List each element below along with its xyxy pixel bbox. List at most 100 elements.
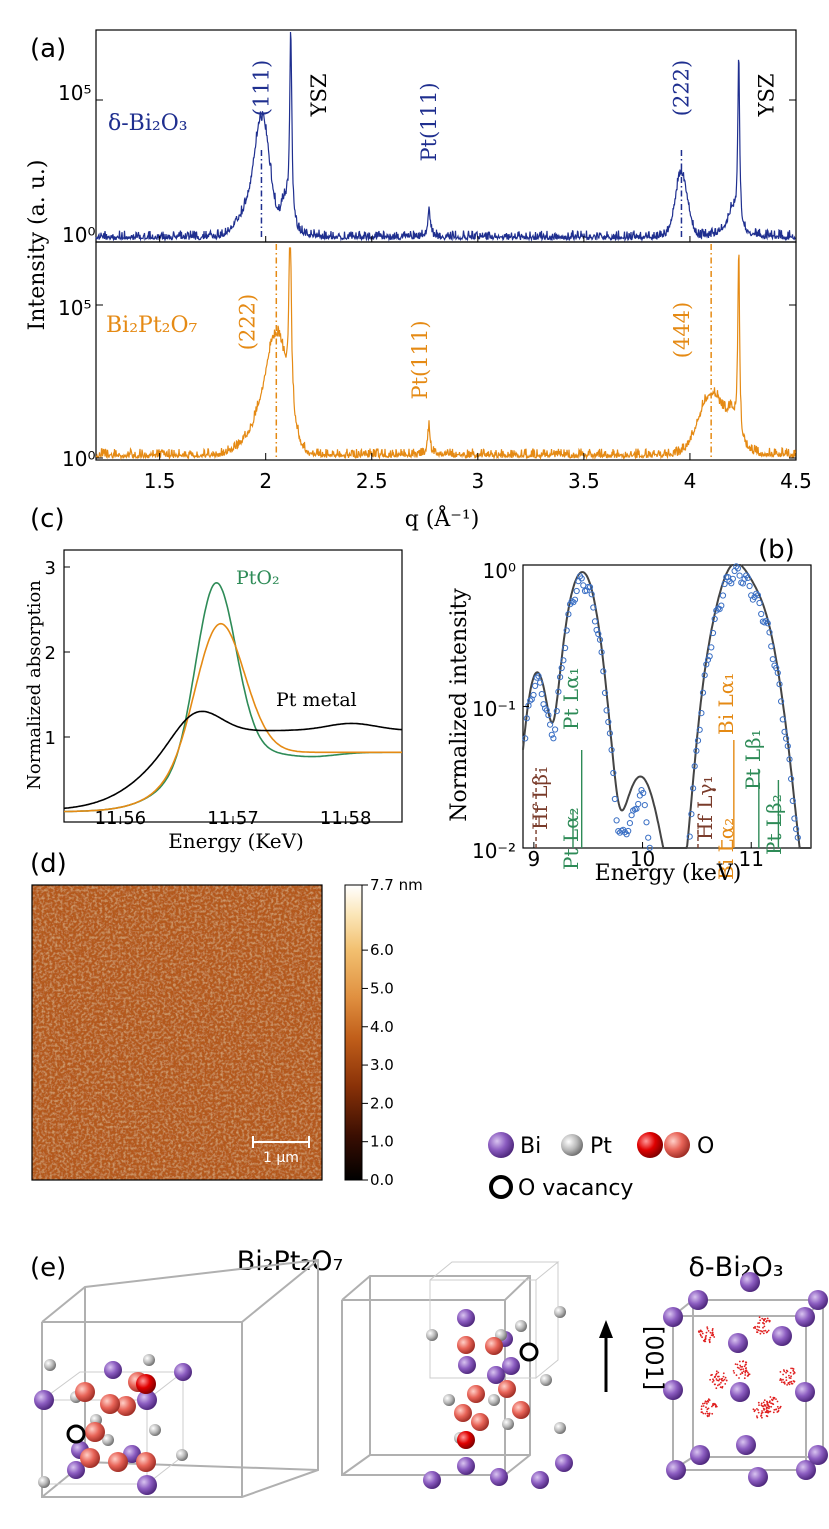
data-point [646,844,653,851]
oxygen-disorder-cloud-6 [779,1367,796,1386]
data-point [545,712,552,719]
data-point [791,815,798,822]
peak-label-0: (111) [249,60,273,116]
atom-pt-mid-9 [554,1422,566,1434]
data-point [751,593,758,601]
data-point [784,743,791,750]
atom-bi-right-3 [663,1307,683,1327]
data-point [593,626,600,634]
atom-bi-mid-7 [502,1357,520,1375]
data-point [606,730,614,737]
data-point [736,572,743,579]
data-point [580,582,587,589]
data-point [704,656,712,663]
atom-pt-left-1 [143,1354,155,1366]
data-point [630,807,637,814]
data-point [590,604,597,611]
ytick-label-b-2: 10⁰ [483,559,516,583]
atom-o-mid-3 [454,1404,472,1422]
atom-bi-mid-4 [555,1454,573,1472]
ytick-a-bottom-5: 10⁵ [58,296,91,320]
data-point [552,726,559,733]
atom-bi-left-6 [123,1445,141,1463]
xtick-label-b-2: 11 [738,847,763,871]
data-point [623,831,630,838]
atom-o-left-6 [108,1452,128,1472]
peak-label-bottom-0: (222) [235,294,259,350]
data-point [635,800,642,808]
atom-pt-mid-8 [502,1418,514,1430]
atom-o-mid-5 [512,1401,530,1419]
atom-bi-mid-3 [531,1471,549,1489]
y-axis-label-b: Normalized intensity [447,588,472,822]
atom-bi-left-0 [34,1390,54,1410]
oxygen-disorder-cloud-3 [752,1401,772,1419]
emission-label-1: Pt Lα₂ [559,807,583,870]
colorbar [344,884,363,1181]
afm-image-shadow-texture [32,885,322,1180]
emission-label-7: Pt Lβ₂ [762,794,786,855]
oxygen-disorder-cloud-1 [752,1316,771,1335]
atom-bi-left-1 [104,1361,122,1379]
data-point [786,756,793,763]
colorbar-label-0: 7.7 nm [370,876,423,894]
atom-bi-right-6 [772,1326,792,1346]
panel-label-a: (a) [30,34,66,64]
data-point [527,697,534,704]
data-point [706,653,713,660]
atom-o-left-red [136,1374,156,1394]
data-point [565,611,572,618]
data-point [547,721,554,728]
panel-a-bottom: (222) Pt(111) (444) 10⁰ 10⁵ Bi₂Pt₂O₇ 1.5 2 2… [58,99,812,532]
atom-bi-right-12 [690,1445,710,1465]
data-point [783,735,790,742]
data-point [562,644,569,652]
data-point [719,592,727,599]
panel-a-top: (111) YSZ Pt(111) (222) YSZ 10⁰ 10⁵ δ-Bi₂O₃ [58,29,797,247]
xtick-label-c-2: 11.58 [320,808,372,829]
xrd-trace-bi2pt2o7 [95,247,797,461]
xrd-trace-delta-bi2o3 [95,31,797,243]
panel-e-structures [34,1258,828,1498]
data-point [729,575,737,582]
data-point [693,747,700,754]
oxygen-disorder-cloud-4 [732,1360,751,1380]
xtick-label-a-5: 4 [684,469,697,493]
panel-label-d: (d) [30,849,67,879]
atom-bi-mid-0 [423,1471,441,1489]
xtick-label-b-1: 10 [630,847,655,871]
data-point [558,664,565,672]
colorbar-label-2: 5.0 [370,979,394,997]
structure-title-bi2pt2o7: Bi₂Pt₂O₇ [237,1246,344,1277]
plot-frame-a-bottom [95,241,797,461]
data-point [766,629,773,636]
data-point [701,672,708,679]
atom-bi-left-3 [174,1363,192,1381]
data-point [603,707,610,714]
atom-o-left-4 [85,1422,105,1442]
xanes-curve-pt-metal [63,710,402,810]
atom-o-left-7 [136,1452,156,1472]
colorbar-label-1: 6.0 [370,941,394,959]
data-point [538,691,545,698]
atom-pt-mid-3 [515,1320,527,1332]
data-point [778,698,785,705]
legend-pt-sphere [561,1134,583,1156]
atom-bi-mid-5 [457,1309,475,1327]
afm-image-frame [31,884,323,1181]
peak-label-2: Pt(111) [417,82,441,161]
data-point [779,716,786,723]
ytick-a-top-5: 10⁵ [58,81,91,105]
atom-o-mid-6 [471,1413,489,1431]
panel-label-c: (c) [30,504,65,534]
atom-pt-left-0 [44,1359,56,1371]
data-point [560,657,567,664]
data-point [746,582,753,590]
data-point [591,618,599,625]
xtick-label-c-1: 11.57 [207,808,259,829]
data-point [741,575,748,582]
atom-bi-right-9 [730,1382,750,1402]
data-point [535,673,542,680]
atom-bi-right-10 [666,1460,686,1480]
sample-label-delta-bi2o3: δ-Bi₂O₃ [108,111,188,136]
